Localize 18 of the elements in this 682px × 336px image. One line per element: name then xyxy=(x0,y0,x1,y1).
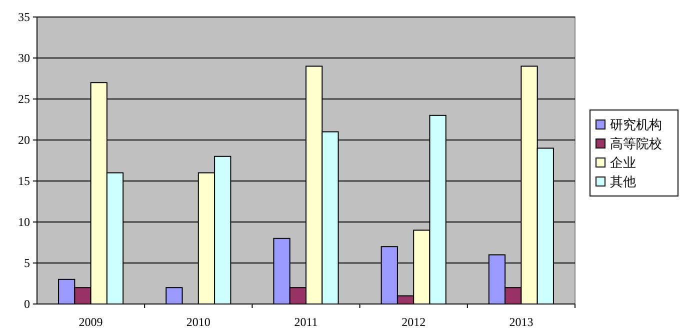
y-tick-label: 5 xyxy=(24,256,30,270)
x-tick-label: 2012 xyxy=(402,315,426,329)
legend-label: 企业 xyxy=(610,156,636,171)
y-tick-label: 15 xyxy=(18,174,30,188)
legend-label: 其他 xyxy=(610,175,636,190)
legend-label: 高等院校 xyxy=(610,136,662,152)
bar xyxy=(166,287,183,304)
y-tick-label: 35 xyxy=(18,10,30,24)
y-tick-label: 25 xyxy=(18,92,30,106)
y-tick-label: 30 xyxy=(18,51,30,65)
legend-label: 研究机构 xyxy=(610,118,662,133)
x-tick-label: 2010 xyxy=(186,315,210,329)
x-tick-label: 2011 xyxy=(294,315,318,329)
y-tick-label: 10 xyxy=(18,215,30,229)
y-tick-label: 0 xyxy=(24,297,30,311)
x-tick-label: 2009 xyxy=(78,315,103,329)
x-tick-label: 2013 xyxy=(509,315,534,329)
y-tick-label: 20 xyxy=(18,133,30,147)
